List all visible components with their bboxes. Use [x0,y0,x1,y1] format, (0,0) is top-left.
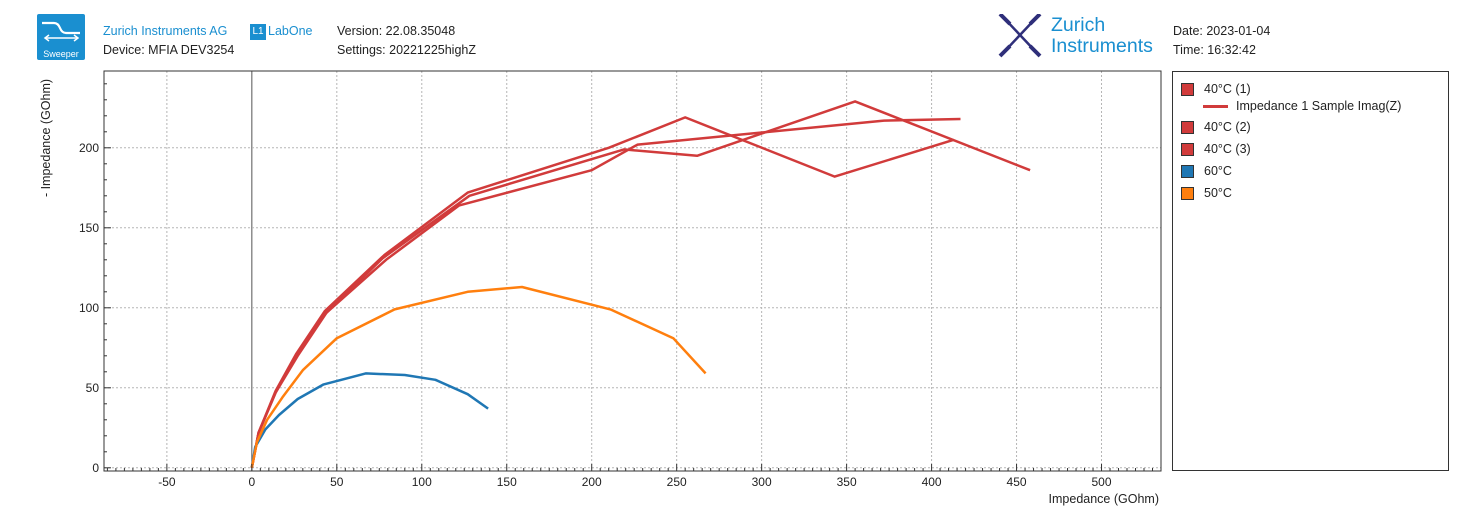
x-tick-label: 100 [412,475,432,489]
legend-subitem-imag-z: Impedance 1 Sample Imag(Z) [1203,98,1401,114]
company-name: Zurich Instruments AG [103,24,228,38]
legend-item-40c-1[interactable]: 40°C (1) [1181,81,1251,97]
labone-logo-icon: L1 [250,24,266,40]
legend-item-40c-3[interactable]: 40°C (3) [1181,141,1251,157]
chart-legend: 40°C (1) Impedance 1 Sample Imag(Z) 40°C… [1172,71,1449,471]
legend-line-swatch [1203,104,1228,108]
x-tick-label: 300 [752,475,772,489]
x-tick-label: 0 [249,475,256,489]
device-info: Device: MFIA DEV3254 [103,43,235,57]
legend-swatch [1181,186,1194,200]
legend-swatch [1181,120,1194,134]
x-tick-label: 150 [497,475,517,489]
sweeper-icon [42,21,80,42]
x-tick-label: 350 [837,475,857,489]
y-tick-label: 200 [79,141,99,155]
sweeper-app-icon: Sweeper [37,14,85,60]
legend-swatch [1181,164,1194,178]
brand-name: Zurich Instruments [1051,15,1153,57]
settings-info: Settings: 20221225highZ [337,43,476,57]
legend-sub-label: Impedance 1 Sample Imag(Z) [1236,99,1402,113]
brand-line-1: Zurich [1051,14,1106,36]
x-tick-label: 200 [582,475,602,489]
legend-label: 40°C (2) [1204,120,1251,134]
series-line-1 [250,100,1031,469]
series-line-2 [250,117,961,469]
brand-line-2: Instruments [1051,35,1153,57]
legend-item-50c[interactable]: 50°C [1181,185,1232,201]
series-line-0 [250,116,955,469]
date-label: Date: 2023-01-04 [1173,24,1271,38]
zi-logo-icon [998,12,1042,63]
legend-item-40c-2[interactable]: 40°C (2) [1181,119,1251,135]
y-tick-label: 50 [86,381,100,395]
legend-label: 50°C [1204,186,1232,200]
impedance-chart[interactable]: -50 0 50 100 150 200 250 300 350 400 450 500 0 50 100 1… [0,0,1170,529]
plot-frame [103,70,1162,472]
x-tick-label: 50 [330,475,344,489]
chart-grid [104,71,1161,471]
legend-label: 60°C [1204,164,1232,178]
x-tick-label: 450 [1007,475,1027,489]
x-tick-label: 500 [1092,475,1112,489]
x-tick-label: 400 [922,475,942,489]
y-axis-label: - Impedance (GOhm) [39,79,53,197]
x-tick-label: -50 [158,475,176,489]
time-label: Time: 16:32:42 [1173,43,1256,57]
series-line-3 [250,372,489,469]
labone-logo-text: LabOne [268,24,313,38]
series-line-4 [250,285,707,469]
chart-series [250,100,1031,469]
y-tick-label: 0 [92,461,99,475]
legend-label: 40°C (3) [1204,142,1251,156]
y-tick-label: 150 [79,221,99,235]
legend-label: 40°C (1) [1204,82,1251,96]
version-info: Version: 22.08.35048 [337,24,456,38]
y-tick-label: 100 [79,301,99,315]
legend-item-60c[interactable]: 60°C [1181,163,1232,179]
x-axis-label: Impedance (GOhm) [1049,492,1159,506]
x-tick-label: 250 [667,475,687,489]
legend-swatch [1181,142,1194,156]
legend-swatch [1181,82,1194,96]
sweeper-app-label: Sweeper [43,49,79,59]
